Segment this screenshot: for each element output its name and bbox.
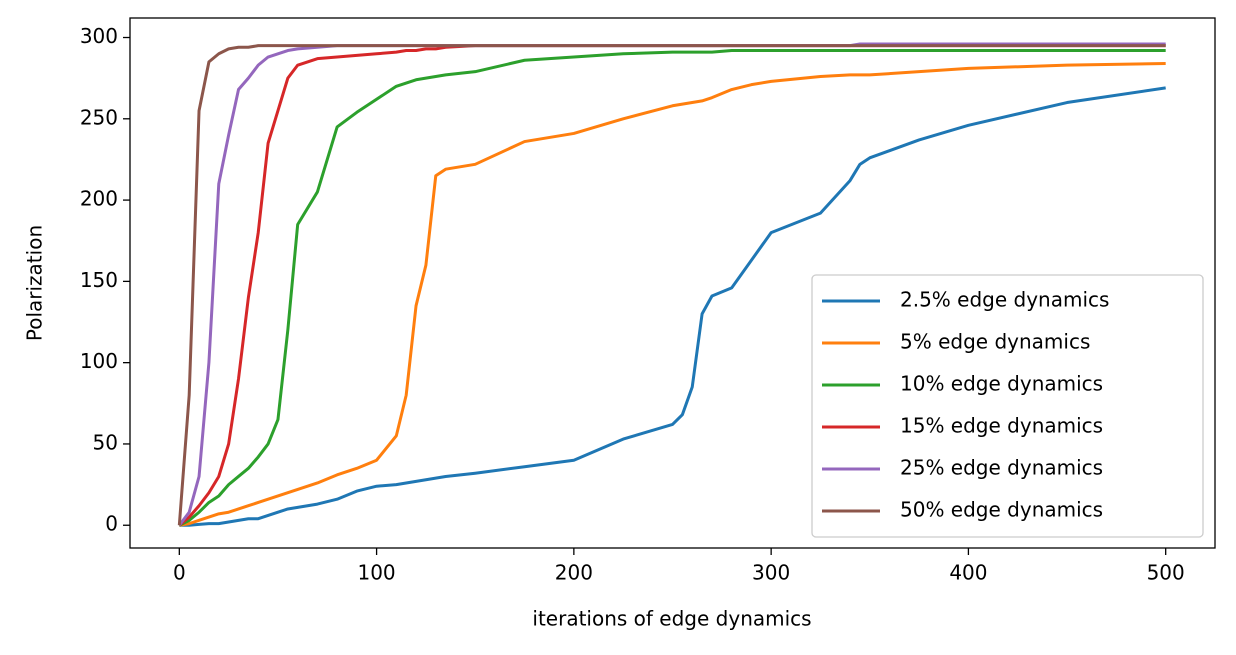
y-tick-label: 0	[105, 512, 118, 536]
y-tick-label: 200	[80, 187, 118, 211]
x-tick-label: 300	[752, 561, 790, 585]
plot-frame	[129, 17, 1216, 549]
legend-label: 15% edge dynamics	[900, 414, 1103, 438]
series-line	[178, 49, 1166, 527]
legend-label: 10% edge dynamics	[900, 372, 1103, 396]
legend-label: 25% edge dynamics	[900, 456, 1103, 480]
series-line	[177, 44, 1166, 526]
x-tick-label: 0	[173, 561, 186, 585]
legend-label: 50% edge dynamics	[900, 498, 1103, 522]
x-tick-label: 200	[555, 561, 593, 585]
x-tick-label: 400	[949, 561, 987, 585]
y-tick-label: 50	[93, 430, 118, 454]
y-tick-label: 300	[80, 24, 118, 48]
legend-label: 2.5% edge dynamics	[900, 288, 1109, 312]
series-line	[179, 62, 1166, 527]
y-tick-label: 250	[80, 105, 118, 129]
x-tick-label: 100	[357, 561, 395, 585]
legend-label: 5% edge dynamics	[900, 330, 1090, 354]
y-axis-label: Polarization	[23, 225, 47, 341]
x-axis-label: iterations of edge dynamics	[532, 607, 811, 631]
legend-box	[811, 274, 1204, 538]
series-line	[179, 86, 1166, 527]
y-tick-label: 150	[80, 268, 118, 292]
y-tick-label: 100	[80, 349, 118, 373]
x-tick-label: 500	[1147, 561, 1185, 585]
